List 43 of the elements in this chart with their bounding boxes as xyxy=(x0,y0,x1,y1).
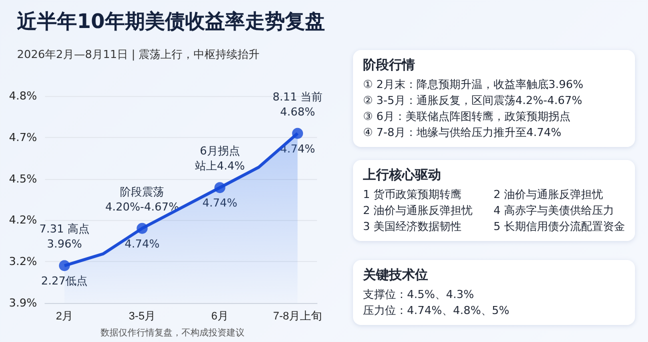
text: 数据仅作行情复盘，不构成投资建议 xyxy=(100,328,244,338)
annotation: 4.74% xyxy=(202,196,238,210)
text: 阶段行情 xyxy=(363,57,416,74)
x-tick-label: 6月 xyxy=(211,310,228,322)
x-tick-label: 3-5月 xyxy=(128,310,156,322)
x-tick-label: 7-8月上旬 xyxy=(273,310,322,322)
text: 3.2% xyxy=(9,255,37,268)
annotation: 3.96% xyxy=(46,238,82,251)
text: 支撑位：4.5%、4.3% xyxy=(363,287,475,303)
text: ③ 6月：美联储点阵图转鹰，政策预期拐点 xyxy=(363,109,572,125)
annotation: 8.11 当前 xyxy=(272,90,323,104)
point xyxy=(58,260,70,272)
annotation: 站上4.4% xyxy=(194,160,245,173)
text: 关键技术位 xyxy=(363,266,429,284)
annotation: 7.31 高点 xyxy=(39,222,90,236)
annotation: 4.68% xyxy=(280,105,316,118)
text: 3.9% xyxy=(9,296,37,310)
text: 1 货币政策预期转鹰 xyxy=(363,187,462,203)
point xyxy=(136,222,148,234)
text: 2 油价与通胀反弹担忧 xyxy=(494,187,604,203)
annotation: 2.27低点 xyxy=(41,274,88,288)
text: 4 高赤字与美债供给压力 xyxy=(494,203,615,219)
chart-title: 近半年10年期美债收益率走势复盘 xyxy=(16,9,325,33)
text: 压力位：4.74%、4.8%、5% xyxy=(363,303,510,319)
text: 4.5% xyxy=(9,172,37,186)
text: 3 美国经济数据韧性 xyxy=(363,219,462,235)
annotation: 6月拐点 xyxy=(200,144,240,158)
text: 2 油价与通胀反弹担忧 xyxy=(363,203,474,219)
annotation: 4.74% xyxy=(124,237,160,250)
text: 5 长期信用债分流配置资金 xyxy=(494,219,625,235)
annotation: 4.20%-4.67% xyxy=(105,200,180,214)
text: 4.8% xyxy=(9,90,37,102)
text: 4.2% xyxy=(9,214,37,227)
text: 上行核心驱动 xyxy=(363,166,442,184)
chart-subtitle: 2026年2月—8月11日 | 震荡上行，中枢持续抬升 xyxy=(17,48,260,61)
point xyxy=(214,182,226,194)
text: ② 3-5月：通胀反复，区间震荡4.2%-4.67% xyxy=(363,93,584,109)
text: ④ 7-8月：地缘与供给压力推升至4.74% xyxy=(363,125,562,141)
text: ① 2月末：降息预期升温，收益率触底3.96% xyxy=(363,77,584,93)
x-tick-label: 2月 xyxy=(56,310,73,322)
point xyxy=(292,128,304,139)
annotation: 阶段震荡 xyxy=(120,185,164,198)
text: 4.7% xyxy=(9,130,37,144)
